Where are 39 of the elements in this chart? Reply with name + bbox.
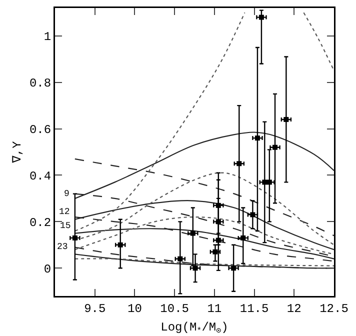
y-tick-label: 0.6	[29, 122, 52, 137]
point	[118, 242, 123, 248]
annotation: 9	[64, 189, 70, 199]
point	[216, 238, 221, 243]
line-series	[74, 216, 334, 255]
point	[254, 136, 260, 141]
point	[216, 219, 221, 224]
x-tick-label: 11.5	[240, 302, 269, 316]
annotation: 15	[60, 221, 71, 231]
point	[240, 235, 246, 240]
x-tick-label: 12.5	[320, 302, 348, 316]
point	[258, 14, 264, 20]
point	[72, 235, 78, 240]
y-tick-label: 0.4	[29, 169, 52, 184]
point	[231, 266, 236, 271]
y-tick-label: 1	[44, 30, 52, 44]
x-tick-label: 11	[207, 302, 222, 316]
point	[262, 180, 268, 185]
point	[266, 180, 272, 185]
x-axis-title: Log(M$_{*}$/M$_{⊙}$)	[160, 320, 228, 336]
y-tick-label: 0.8	[29, 76, 52, 91]
y-tick-label: 0.2	[29, 216, 52, 230]
annotation: 23	[57, 242, 68, 252]
x-tick-label: 12	[286, 302, 302, 316]
x-tick-label: 10.5	[160, 302, 189, 316]
point	[284, 116, 289, 122]
point	[178, 256, 183, 262]
y-axis-title: ∇,Υ	[10, 141, 24, 164]
x-tick-label: 9.5	[84, 302, 106, 316]
point	[190, 230, 196, 236]
point	[216, 202, 221, 208]
point	[212, 249, 218, 254]
point	[236, 161, 242, 166]
y-tick-label: 0	[44, 262, 52, 276]
x-tick-label: 10	[128, 302, 142, 316]
point	[192, 266, 198, 271]
point	[250, 212, 256, 218]
point	[272, 144, 278, 150]
annotation: 12	[59, 207, 70, 217]
